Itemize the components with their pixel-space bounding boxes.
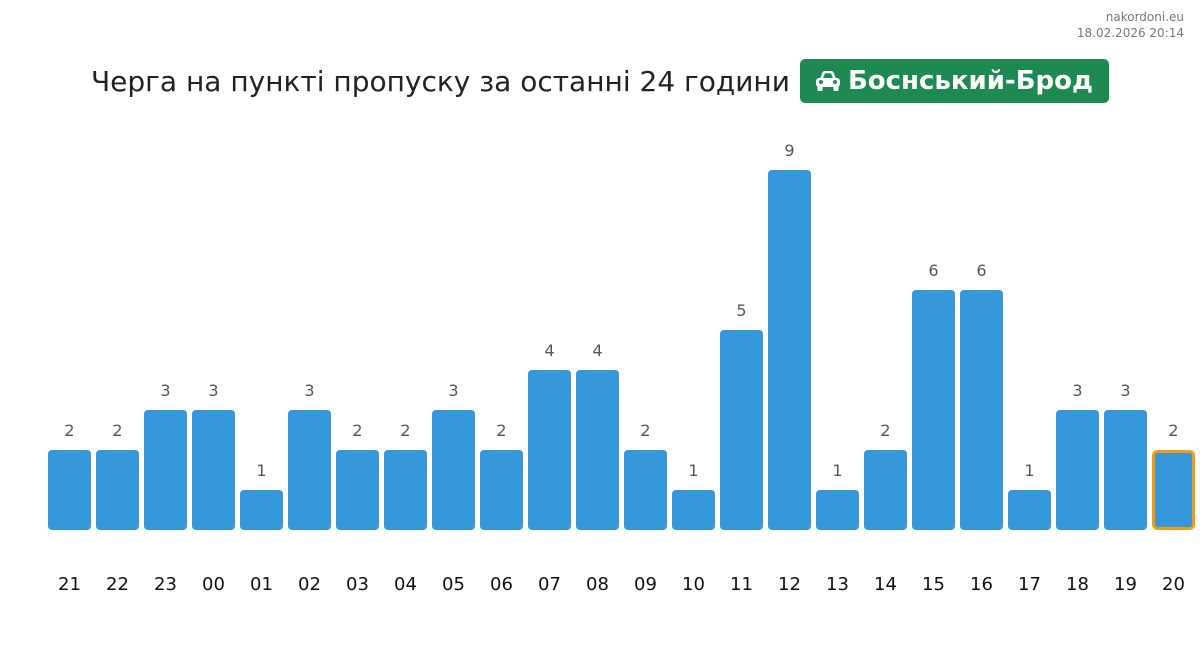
bar-value-label: 2 bbox=[1168, 421, 1178, 440]
bar-23 bbox=[144, 410, 187, 530]
bar-12 bbox=[768, 170, 811, 530]
chart-title: Черга на пункті пропуску за останні 24 г… bbox=[90, 64, 790, 98]
bar-18 bbox=[1056, 410, 1099, 530]
bar-value-label: 1 bbox=[1024, 461, 1034, 480]
x-tick-label: 05 bbox=[442, 574, 465, 595]
bar-09 bbox=[624, 450, 667, 530]
bar-13 bbox=[816, 490, 859, 530]
checkpoint-badge: Боснський-Брод bbox=[799, 59, 1110, 103]
bar-11 bbox=[720, 330, 763, 530]
bar-value-label: 2 bbox=[400, 421, 410, 440]
x-tick-label: 01 bbox=[250, 574, 273, 595]
bar-value-label: 6 bbox=[928, 261, 938, 280]
bar-value-label: 6 bbox=[976, 261, 986, 280]
bar-value-label: 3 bbox=[160, 381, 170, 400]
bar-19 bbox=[1104, 410, 1147, 530]
x-tick-label: 00 bbox=[202, 574, 225, 595]
x-tick-label: 20 bbox=[1162, 574, 1185, 595]
bar-value-label: 2 bbox=[112, 421, 122, 440]
bar-05 bbox=[432, 410, 475, 530]
x-tick-label: 09 bbox=[634, 574, 657, 595]
bar-17 bbox=[1008, 490, 1051, 530]
x-tick-label: 11 bbox=[730, 574, 753, 595]
bar-value-label: 3 bbox=[448, 381, 458, 400]
bar-value-label: 3 bbox=[1072, 381, 1082, 400]
bar-value-label: 4 bbox=[592, 341, 602, 360]
x-tick-label: 03 bbox=[346, 574, 369, 595]
source-site: nakordoni.eu bbox=[1105, 10, 1184, 24]
x-tick-label: 14 bbox=[874, 574, 897, 595]
bar-14 bbox=[864, 450, 907, 530]
x-tick-label: 08 bbox=[586, 574, 609, 595]
x-tick-label: 18 bbox=[1066, 574, 1089, 595]
bar-value-label: 2 bbox=[496, 421, 506, 440]
x-tick-label: 15 bbox=[922, 574, 945, 595]
checkpoint-name: Боснський-Брод bbox=[847, 66, 1094, 96]
x-tick-label: 04 bbox=[394, 574, 417, 595]
bar-value-label: 1 bbox=[832, 461, 842, 480]
bar-value-label: 2 bbox=[352, 421, 362, 440]
chart-header: Черга на пункті пропуску за останні 24 г… bbox=[0, 58, 1200, 104]
bar-06 bbox=[480, 450, 523, 530]
bar-21 bbox=[48, 450, 91, 530]
bar-20 bbox=[1152, 450, 1195, 530]
x-tick-label: 23 bbox=[154, 574, 177, 595]
x-tick-label: 19 bbox=[1114, 574, 1137, 595]
x-tick-label: 02 bbox=[298, 574, 321, 595]
bar-04 bbox=[384, 450, 427, 530]
bar-value-label: 3 bbox=[1120, 381, 1130, 400]
x-tick-label: 10 bbox=[682, 574, 705, 595]
bar-value-label: 4 bbox=[544, 341, 554, 360]
x-tick-label: 22 bbox=[106, 574, 129, 595]
bar-value-label: 2 bbox=[64, 421, 74, 440]
bar-00 bbox=[192, 410, 235, 530]
bar-value-label: 5 bbox=[736, 301, 746, 320]
x-tick-label: 12 bbox=[778, 574, 801, 595]
x-tick-label: 21 bbox=[58, 574, 81, 595]
source-info: nakordoni.eu 18.02.2026 20:14 bbox=[1077, 9, 1184, 41]
x-tick-label: 16 bbox=[970, 574, 993, 595]
x-tick-label: 06 bbox=[490, 574, 513, 595]
bar-value-label: 2 bbox=[640, 421, 650, 440]
x-tick-label: 17 bbox=[1018, 574, 1041, 595]
bar-value-label: 2 bbox=[880, 421, 890, 440]
bar-value-label: 1 bbox=[688, 461, 698, 480]
bar-value-label: 1 bbox=[256, 461, 266, 480]
bar-value-label: 3 bbox=[304, 381, 314, 400]
bar-02 bbox=[288, 410, 331, 530]
x-tick-label: 13 bbox=[826, 574, 849, 595]
bar-value-label: 9 bbox=[784, 141, 794, 160]
x-tick-label: 07 bbox=[538, 574, 561, 595]
bar-16 bbox=[960, 290, 1003, 530]
car-icon bbox=[814, 69, 842, 93]
bar-07 bbox=[528, 370, 571, 530]
source-datetime: 18.02.2026 20:14 bbox=[1076, 26, 1184, 40]
bar-08 bbox=[576, 370, 619, 530]
bar-15 bbox=[912, 290, 955, 530]
bar-03 bbox=[336, 450, 379, 530]
bar-01 bbox=[240, 490, 283, 530]
bar-10 bbox=[672, 490, 715, 530]
bar-22 bbox=[96, 450, 139, 530]
bar-value-label: 3 bbox=[208, 381, 218, 400]
